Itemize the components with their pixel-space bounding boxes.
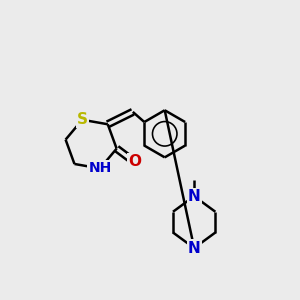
Text: O: O bbox=[128, 154, 141, 169]
Text: S: S bbox=[77, 112, 88, 127]
Text: N: N bbox=[188, 241, 200, 256]
Text: NH: NH bbox=[88, 161, 112, 176]
Text: N: N bbox=[188, 189, 200, 204]
